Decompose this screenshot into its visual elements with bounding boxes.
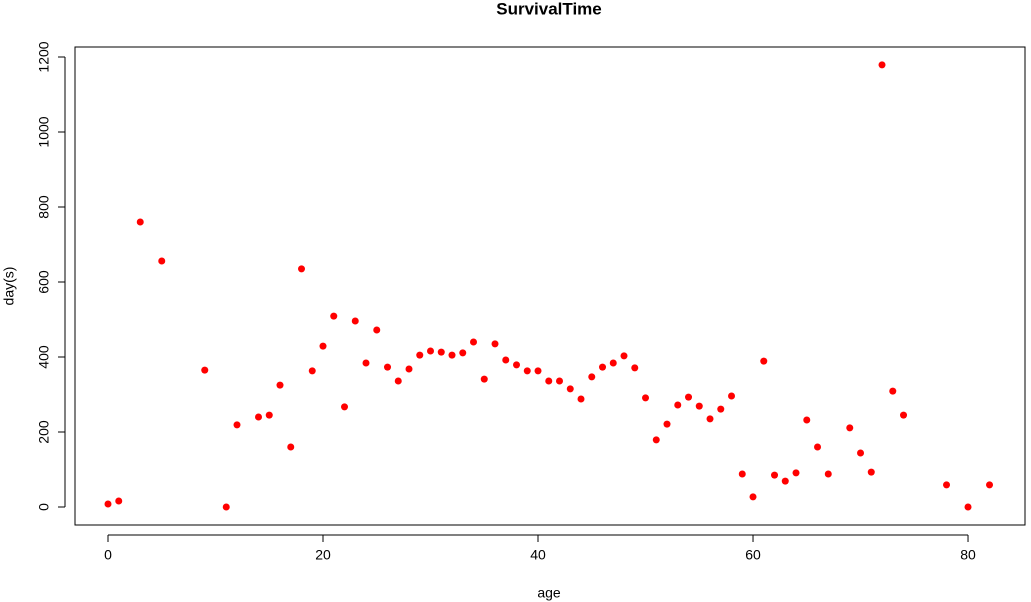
point: [104, 500, 112, 508]
point: [652, 436, 660, 444]
x-tick-label: 0: [104, 547, 112, 563]
point: [534, 367, 542, 375]
point: [470, 338, 478, 346]
point: [609, 359, 617, 367]
point: [566, 385, 574, 393]
point: [201, 366, 209, 374]
plot-box: [74, 46, 1026, 526]
point: [416, 351, 424, 359]
point: [437, 348, 445, 356]
point: [341, 403, 349, 411]
x-axis-label: age: [537, 585, 561, 601]
point: [384, 363, 392, 371]
point: [545, 377, 553, 385]
point: [480, 375, 488, 383]
point: [824, 470, 832, 478]
point: [599, 363, 607, 371]
point: [427, 347, 435, 355]
point: [405, 365, 413, 373]
point: [362, 359, 370, 367]
point: [502, 356, 510, 364]
x-tick-label: 60: [745, 547, 761, 563]
point: [728, 392, 736, 400]
point: [878, 61, 886, 69]
y-tick-label: 600: [36, 270, 52, 294]
point: [964, 503, 972, 511]
point: [265, 411, 273, 419]
point: [674, 401, 682, 409]
point: [803, 416, 811, 424]
point: [233, 421, 241, 429]
point: [900, 411, 908, 419]
y-tick-label: 800: [36, 195, 52, 219]
point: [814, 443, 822, 451]
y-tick-label: 1000: [36, 116, 52, 147]
point: [115, 497, 123, 505]
point: [394, 377, 402, 385]
point: [319, 342, 327, 350]
point: [459, 349, 467, 357]
point: [491, 340, 499, 348]
point: [577, 395, 585, 403]
point: [706, 415, 714, 423]
point: [738, 470, 746, 478]
point: [158, 257, 166, 265]
point: [255, 413, 263, 421]
x-tick-label: 20: [315, 547, 331, 563]
point: [771, 471, 779, 479]
y-tick-label: 200: [36, 420, 52, 444]
point: [867, 468, 875, 476]
point: [588, 373, 596, 381]
point: [620, 352, 628, 360]
point: [943, 481, 951, 489]
point: [287, 443, 295, 451]
point: [523, 367, 531, 375]
point: [857, 449, 865, 457]
x-tick-label: 80: [960, 547, 976, 563]
point: [663, 420, 671, 428]
point: [642, 394, 650, 402]
point: [222, 503, 230, 511]
point: [298, 265, 306, 273]
point: [308, 367, 316, 375]
point: [631, 364, 639, 372]
point: [792, 469, 800, 477]
point: [781, 477, 789, 485]
point: [136, 218, 144, 226]
chart-title: SurvivalTime: [496, 0, 602, 18]
point: [986, 481, 994, 489]
point: [685, 393, 693, 401]
point: [513, 361, 521, 369]
point: [760, 357, 768, 365]
y-axis-label: day(s): [1, 267, 17, 306]
point: [846, 424, 854, 432]
point: [373, 326, 381, 334]
point: [330, 312, 338, 320]
point: [556, 377, 564, 385]
y-tick-label: 1200: [36, 41, 52, 72]
point: [448, 351, 456, 359]
point: [749, 493, 757, 501]
y-tick-label: 0: [36, 503, 52, 511]
point: [351, 317, 359, 325]
point: [695, 402, 703, 410]
point: [276, 381, 284, 389]
y-tick-label: 400: [36, 345, 52, 369]
point: [717, 405, 725, 413]
x-tick-label: 40: [530, 547, 546, 563]
point: [889, 387, 897, 395]
